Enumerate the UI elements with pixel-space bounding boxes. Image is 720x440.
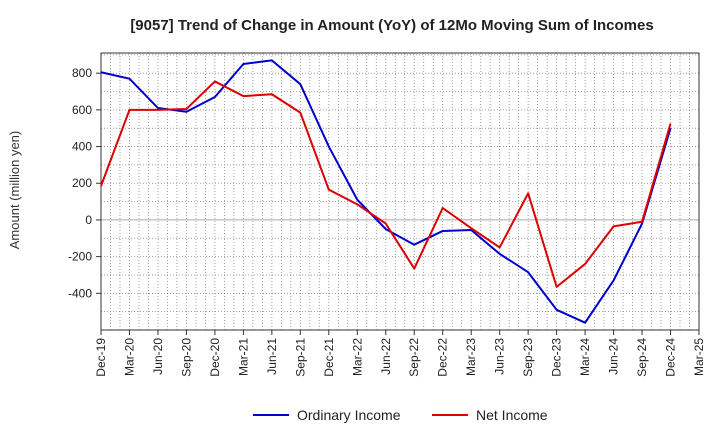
- chart-title: [9057] Trend of Change in Amount (YoY) o…: [130, 17, 653, 34]
- x-tick-label: Sep-21: [293, 338, 307, 377]
- legend: Ordinary Income Net Income: [253, 407, 548, 423]
- x-tick-label: Dec-20: [208, 338, 222, 377]
- x-tick-label: Mar-23: [464, 338, 478, 376]
- y-tick-label: -200: [68, 250, 92, 264]
- x-tick-label: Jun-23: [493, 338, 507, 375]
- x-tick-label: Dec-22: [436, 338, 450, 377]
- legend-label: Net Income: [476, 407, 548, 423]
- x-tick-label: Mar-24: [578, 338, 592, 376]
- y-tick-label: -400: [68, 286, 92, 300]
- x-tick-label: Mar-20: [122, 338, 136, 376]
- x-tick-label: Mar-21: [236, 338, 250, 376]
- x-tick-label: Mar-22: [350, 338, 364, 376]
- x-tick-label: Dec-24: [664, 338, 678, 377]
- x-tick-label: Sep-22: [407, 338, 421, 377]
- x-tick-label: Sep-20: [179, 338, 193, 377]
- y-tick-label: 200: [72, 176, 92, 190]
- y-tick-label: 800: [72, 66, 92, 80]
- legend-label: Ordinary Income: [297, 407, 401, 423]
- x-tick-label: Jun-22: [379, 338, 393, 375]
- x-tick-label: Sep-23: [521, 338, 535, 377]
- y-axis-label: Amount (million yen): [7, 131, 22, 250]
- x-tick-label: Jun-21: [265, 338, 279, 375]
- plot-area: -400 -200 0 200 400 600 800 Dec-19 Mar-20 Jun-20 S…: [68, 52, 706, 377]
- x-tick-label: Dec-23: [550, 338, 564, 377]
- x-tick-label: Jun-24: [607, 338, 621, 375]
- x-tick-label: Sep-24: [635, 338, 649, 377]
- y-tick-label: 600: [72, 103, 92, 117]
- x-tick-label: Jun-20: [151, 338, 165, 375]
- x-tick-label: Dec-21: [322, 338, 336, 377]
- plot-border: [100, 52, 700, 331]
- x-tick-label: Dec-19: [94, 338, 108, 377]
- y-tick-label: 0: [85, 213, 92, 227]
- y-tick-label: 400: [72, 140, 92, 154]
- x-tick-label: Mar-25: [692, 338, 706, 376]
